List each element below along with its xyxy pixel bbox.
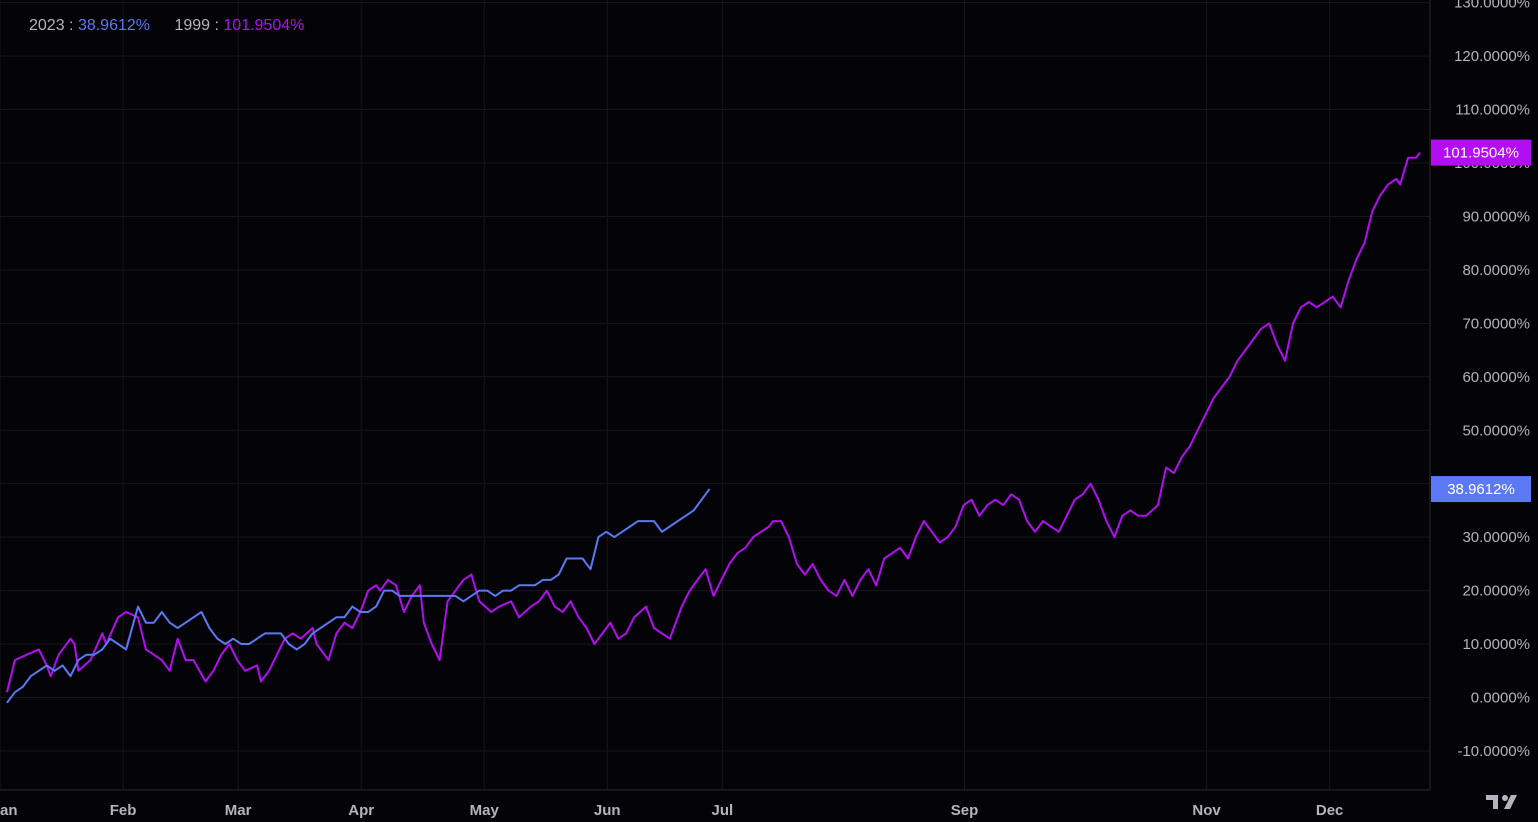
legend-value-2023: 38.9612% bbox=[77, 17, 150, 34]
series-line-2023[interactable] bbox=[6, 488, 711, 704]
y-tick-label: 50.0000% bbox=[1462, 422, 1530, 439]
y-tick-label: 120.0000% bbox=[1454, 48, 1530, 65]
y-tick-label: 70.0000% bbox=[1462, 315, 1530, 332]
tradingview-logo-icon[interactable] bbox=[1484, 792, 1524, 812]
legend-label-1999: 1999 bbox=[174, 17, 211, 34]
last-value-label-1999: 101.9504% bbox=[1443, 145, 1519, 162]
legend-separator: : bbox=[214, 17, 224, 34]
x-tick-label: Jun bbox=[594, 802, 621, 819]
y-tick-label: 10.0000% bbox=[1462, 636, 1530, 653]
x-tick-label: Nov bbox=[1192, 802, 1221, 819]
x-tick-label: May bbox=[470, 802, 500, 819]
last-value-badge-1999 bbox=[1431, 139, 1531, 166]
x-tick-label: Jul bbox=[712, 802, 734, 819]
y-tick-label: 130.0000% bbox=[1454, 0, 1530, 12]
y-tick-label: 20.0000% bbox=[1462, 583, 1530, 600]
x-tick-label: an bbox=[0, 802, 18, 819]
y-tick-label: 110.0000% bbox=[1455, 102, 1530, 119]
x-tick-label: Sep bbox=[951, 802, 979, 819]
x-tick-label: Feb bbox=[110, 802, 137, 819]
y-tick-label: 90.0000% bbox=[1462, 208, 1530, 225]
y-tick-label: 60.0000% bbox=[1462, 369, 1530, 386]
y-tick-label: 30.0000% bbox=[1462, 529, 1530, 546]
legend-item-2023[interactable]: 2023 : 38.9612% bbox=[29, 17, 154, 34]
legend-label-2023: 2023 bbox=[29, 17, 65, 34]
series-line-1999[interactable] bbox=[6, 151, 1421, 693]
y-tick-label: 0.0000% bbox=[1471, 690, 1530, 707]
legend-separator: : bbox=[69, 17, 78, 34]
x-tick-label: Dec bbox=[1316, 802, 1344, 819]
last-value-label-2023: 38.9612% bbox=[1447, 481, 1515, 498]
legend-value-1999: 101.9504% bbox=[223, 17, 305, 34]
y-tick-label: 80.0000% bbox=[1462, 262, 1530, 279]
last-value-badge-2023 bbox=[1431, 476, 1531, 503]
x-tick-label: Mar bbox=[225, 802, 252, 819]
legend-item-1999[interactable]: 1999 : 101.9504% bbox=[174, 17, 304, 34]
x-tick-label: Apr bbox=[348, 802, 374, 819]
y-tick-label: -10.0000% bbox=[1457, 743, 1530, 760]
legend: 2023 : 38.9612% 1999 : 101.9504% bbox=[29, 17, 324, 35]
